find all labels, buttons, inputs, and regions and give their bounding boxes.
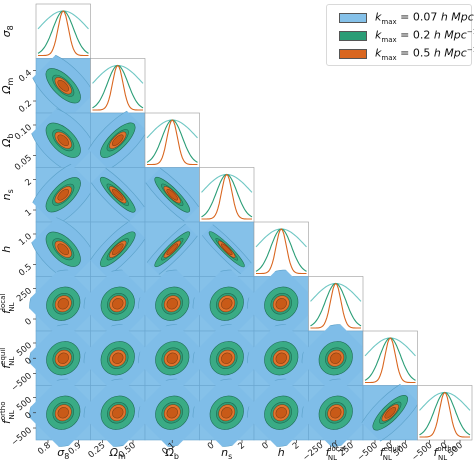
- yaxis-label-0: σ8: [0, 25, 15, 37]
- ytick-label-6-0: −500: [10, 371, 34, 394]
- yaxis-label-6: fequilNL: [0, 348, 16, 369]
- contour-4-3-orange-1: [220, 243, 233, 256]
- legend-label-0: kmax = 0.07 h Mpc−1: [375, 10, 474, 26]
- diag-panel-4: [253, 221, 309, 277]
- contour-2-1-orange-1: [112, 134, 124, 146]
- yaxis-label-3: ns: [0, 189, 15, 200]
- legend-swatch-2: [339, 49, 367, 59]
- contour-7-5-orange-1: [330, 407, 342, 419]
- contour-2-0-orange-1: [57, 134, 69, 146]
- ytick-label-7-0: −500: [10, 426, 34, 449]
- xaxis-label-7: fortho NL: [434, 445, 457, 462]
- ytick-label-7-1: 0: [23, 410, 34, 421]
- xtick-label-4-0: 0: [260, 441, 271, 452]
- ytick-label-2-0: 0.05: [13, 153, 34, 173]
- contour-5-3-orange-1: [221, 298, 233, 310]
- contour-6-2-orange-1: [166, 352, 178, 364]
- ytick-label-4-0: 0.5: [17, 262, 34, 278]
- diag-panel-1: [90, 58, 146, 114]
- contour-7-2-orange-1: [166, 407, 178, 419]
- xtick-label-6-0: −500: [356, 441, 380, 462]
- xaxis-label-1: Ωm: [109, 446, 126, 461]
- diag-panel-3: [199, 167, 255, 223]
- legend-label-1: kmax = 0.2 h Mpc−1: [375, 28, 474, 44]
- xaxis-label-5: flocal NL: [326, 445, 346, 462]
- contour-6-1-orange-1: [112, 352, 124, 364]
- marginal-5-series-2: [310, 282, 361, 329]
- xtick-label-5-1: 0: [330, 441, 341, 452]
- contour-6-4-orange-1: [275, 352, 287, 364]
- contour-3-0-orange-1: [57, 189, 69, 201]
- contour-7-1-orange-1: [112, 407, 124, 419]
- legend-label-2: kmax = 0.5 h Mpc−1: [375, 46, 474, 62]
- ytick-label-6-1: 0: [23, 356, 34, 367]
- marginal-4-series-2: [256, 228, 307, 275]
- contour-1-0-orange-1: [57, 80, 69, 92]
- legend: kmax = 0.07 h Mpc−1 kmax = 0.2 h Mpc−1 k…: [326, 4, 474, 66]
- xtick-label-7-1: 0: [439, 441, 450, 452]
- marginal-6-series-2: [365, 337, 416, 384]
- marginal-0-series-2: [38, 10, 89, 57]
- legend-swatch-0: [339, 13, 367, 23]
- xtick-label-5-0: −250: [301, 441, 325, 462]
- contour-4-0-orange-1: [57, 243, 69, 255]
- contour-4-2-orange-1: [166, 243, 178, 255]
- xaxis-label-2: Ωb: [165, 446, 179, 461]
- contour-5-0-orange-1: [57, 298, 69, 310]
- contour-6-5-orange-1: [330, 352, 342, 364]
- contour-7-3-orange-1: [221, 407, 233, 419]
- legend-entry-1: kmax = 0.2 h Mpc−1: [339, 28, 474, 44]
- yaxis-label-4: h: [0, 246, 13, 253]
- ytick-label-3-1: 2: [23, 177, 34, 188]
- marginal-1-series-2: [92, 64, 143, 111]
- contour-5-4-orange-1: [275, 298, 287, 310]
- marginal-3-series-2: [201, 173, 252, 220]
- contour-4-1-orange-1: [112, 243, 124, 255]
- xaxis-label-4: h: [278, 446, 285, 459]
- xtick-label-0-0: 0.8: [36, 441, 53, 457]
- contour-7-4-orange-1: [275, 407, 287, 419]
- yaxis-label-5: flocalNL: [0, 294, 16, 314]
- contour-5-2-orange-1: [166, 298, 178, 310]
- yaxis-label-7: forthoNL: [0, 402, 16, 425]
- contour-7-6-orange-1: [384, 407, 396, 419]
- xtick-label-3-0: 0: [206, 441, 217, 452]
- xtick-label-1-0: 0.25: [86, 441, 107, 461]
- legend-swatch-1: [339, 31, 367, 41]
- contour-3-1-orange-1: [112, 189, 124, 201]
- ytick-label-2-1: 0.10: [13, 123, 34, 143]
- xaxis-label-0: σ8: [57, 446, 69, 461]
- contour-6-0-orange-1: [57, 352, 69, 364]
- xtick-label-3-1: 2: [236, 441, 247, 452]
- marginal-7-series-2: [419, 391, 470, 438]
- diag-panel-5: [308, 276, 364, 332]
- diag-panel-0: [35, 3, 91, 59]
- ytick-label-4-1: 1.0: [17, 232, 34, 248]
- marginal-2-series-2: [147, 119, 198, 166]
- xaxis-label-3: ns: [221, 446, 232, 461]
- ytick-label-1-1: 0.4: [17, 68, 34, 84]
- legend-entry-2: kmax = 0.5 h Mpc−1: [339, 46, 474, 62]
- diag-panel-7: [417, 385, 473, 441]
- xtick-label-7-0: −500: [410, 441, 434, 462]
- diag-panel-6: [362, 330, 418, 386]
- contour-3-2-orange-1: [166, 189, 178, 201]
- yaxis-label-2: Ωb: [0, 134, 15, 148]
- contour-6-3-orange-1: [221, 352, 233, 364]
- xtick-label-6-1: 0: [385, 441, 396, 452]
- contour-7-0-orange-1: [57, 407, 69, 419]
- ytick-label-3-0: 1: [23, 208, 34, 219]
- contour-5-1-orange-1: [112, 298, 124, 310]
- yaxis-label-1: Ωm: [0, 77, 15, 94]
- diag-panel-2: [144, 112, 200, 168]
- xtick-label-4-1: 2: [291, 441, 302, 452]
- ytick-label-5-0: 0: [23, 317, 34, 328]
- legend-entry-0: kmax = 0.07 h Mpc−1: [339, 10, 474, 26]
- xaxis-label-6: fequil NL: [380, 445, 401, 462]
- ytick-label-1-0: 0.2: [17, 99, 34, 115]
